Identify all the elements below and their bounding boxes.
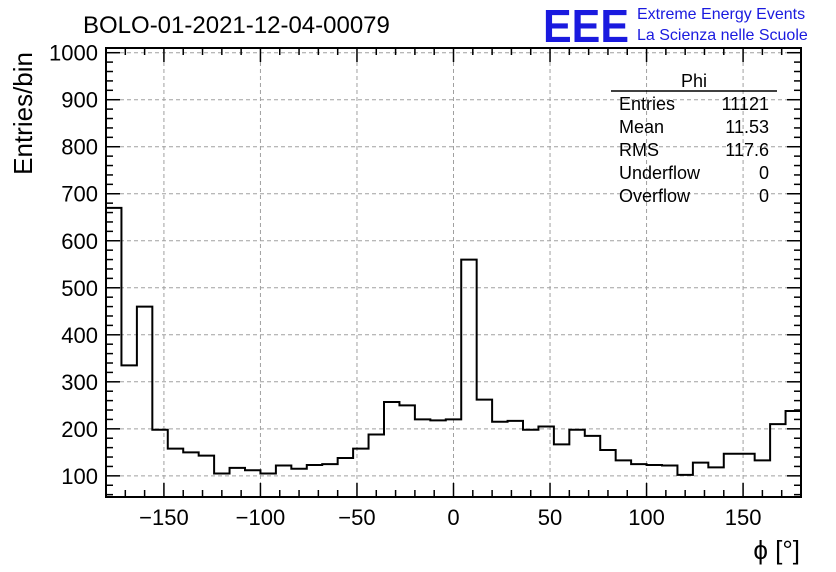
x-tick-label: 100 bbox=[628, 505, 665, 530]
eee-logo: EEE Extreme Energy Events La Scienza nel… bbox=[543, 0, 808, 52]
x-tick-label: 150 bbox=[725, 505, 762, 530]
stats-value: 0 bbox=[759, 186, 769, 206]
logo-line-1: Extreme Energy Events bbox=[637, 6, 805, 23]
y-tick-label: 900 bbox=[61, 88, 98, 113]
y-tick-label: 200 bbox=[61, 417, 98, 442]
y-tick-label: 400 bbox=[61, 323, 98, 348]
stats-value: 117.6 bbox=[725, 140, 769, 160]
stats-label: Mean bbox=[619, 117, 664, 137]
grid-lines bbox=[106, 48, 801, 497]
logo-line-2: La Scienza nelle Scuole bbox=[637, 27, 808, 44]
chart-title: BOLO-01-2021-12-04-00079 bbox=[83, 12, 390, 39]
y-tick-label: 300 bbox=[61, 370, 98, 395]
stats-title: Phi bbox=[681, 71, 707, 91]
stats-value: 11121 bbox=[722, 94, 769, 114]
stats-label: Overflow bbox=[619, 186, 691, 206]
x-tick-label: 0 bbox=[447, 505, 459, 530]
axis-ticks bbox=[105, 48, 802, 497]
y-tick-label: 1000 bbox=[49, 41, 98, 66]
x-tick-label: 50 bbox=[538, 505, 562, 530]
stats-rows: Entries 11121 Mean 11.53 RMS 117.6 Underflow 0 O… bbox=[619, 94, 769, 206]
y-tick-label: 100 bbox=[61, 464, 98, 489]
stats-label: Entries bbox=[619, 94, 675, 114]
logo-mark: EEE bbox=[543, 0, 629, 52]
y-tick-label: 600 bbox=[61, 229, 98, 254]
x-tick-label: −50 bbox=[338, 505, 375, 530]
y-tick-label: 500 bbox=[61, 276, 98, 301]
y-tick-label: 800 bbox=[61, 135, 98, 160]
histogram-line bbox=[105, 69, 802, 497]
y-tick-labels: 100 200 300 400 500 600 700 800 900 1000 bbox=[49, 41, 98, 489]
y-tick-label: 700 bbox=[61, 182, 98, 207]
x-tick-label: −100 bbox=[236, 505, 286, 530]
stats-label: Underflow bbox=[619, 163, 701, 183]
stats-value: 11.53 bbox=[725, 117, 769, 137]
y-axis-title: Entries/bin bbox=[8, 52, 38, 175]
stats-label: RMS bbox=[619, 140, 659, 160]
stats-box: Phi Entries 11121 Mean 11.53 RMS 117.6 Underfl… bbox=[611, 71, 777, 206]
x-tick-labels: −150 −100 −50 0 50 100 150 bbox=[139, 505, 761, 530]
x-tick-label: −150 bbox=[139, 505, 189, 530]
x-axis-title: ϕ [°] bbox=[753, 535, 800, 565]
stats-value: 0 bbox=[759, 163, 769, 183]
